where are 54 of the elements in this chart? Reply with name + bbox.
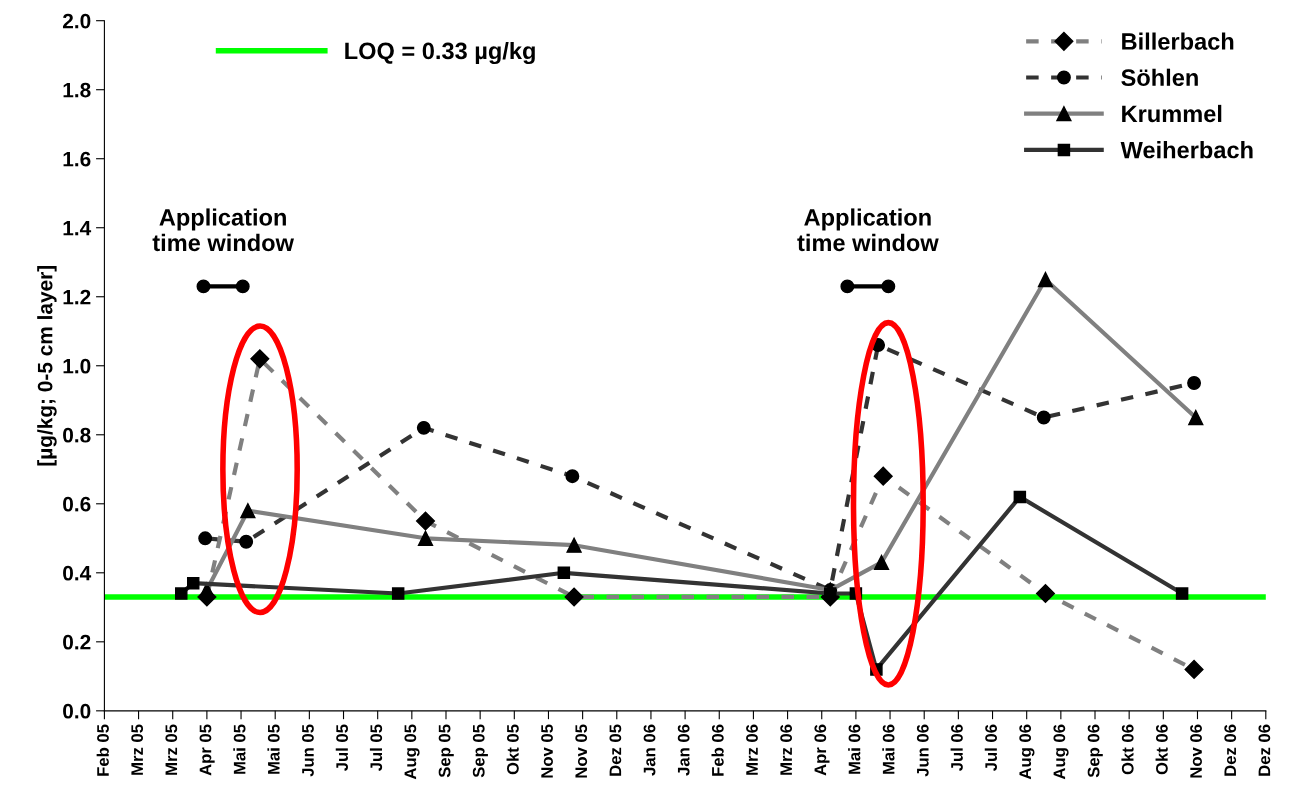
x-tick-label: Mrz 06 <box>780 724 793 775</box>
y-tick-label: 2.0 <box>62 13 91 29</box>
x-tick-label: Sep 05 <box>472 724 488 778</box>
x-tick-label: Jul 05 <box>335 724 348 772</box>
annotation: Application time window <box>797 208 939 252</box>
x-tick-label: Okt 06 <box>1155 724 1168 775</box>
annotation: Application time window <box>152 208 294 252</box>
x-tick-label: Jun 06 <box>916 724 929 777</box>
x-tick-label: Aug 06 <box>1019 724 1035 780</box>
y-tick-label: 0.0 <box>63 703 91 719</box>
x-tick-label: Mai 06 <box>882 724 895 774</box>
y-axis-title: [µg/kg; 0-5 cm layer] <box>37 265 57 466</box>
x-tick-label: Dez 06 <box>1258 724 1271 776</box>
legend-label: Söhlen <box>1121 68 1198 87</box>
x-tick-label: Feb 05 <box>96 724 109 776</box>
y-tick-label: 1.2 <box>63 289 91 305</box>
x-tick-label: Aug 06 <box>1053 724 1069 780</box>
x-tick-label: Nov 05 <box>575 724 588 778</box>
x-tick-label: Mrz 05 <box>131 724 144 775</box>
x-tick-label: Dez 06 <box>1224 724 1237 776</box>
x-tick-label: Jun 05 <box>302 724 314 777</box>
x-tick-label: Mrz 05 <box>165 724 178 775</box>
x-tick-label: Aug 05 <box>404 724 420 780</box>
x-tick-label: Mai 06 <box>848 724 861 774</box>
x-tick-label: Apr 05 <box>199 724 215 776</box>
legend-label: Billerbach <box>1122 32 1234 50</box>
x-tick-label: Jul 06 <box>950 724 963 772</box>
x-tick-label: Sep 06 <box>1087 724 1103 778</box>
y-tick-label: 0.2 <box>63 634 91 650</box>
legend-label: Krummel <box>1122 104 1222 123</box>
x-tick-label: Mai 05 <box>233 724 246 774</box>
x-tick-label: Jan 06 <box>643 724 656 776</box>
x-tick-label: Mrz 06 <box>746 724 758 775</box>
x-tick-label: Feb 06 <box>711 724 724 776</box>
x-tick-label: Okt 05 <box>506 724 519 775</box>
legend-label: LOQ = 0.33 µg/kg <box>345 41 535 65</box>
x-tick-label: Okt 06 <box>1121 724 1134 775</box>
legend-label: Weiherbach <box>1120 141 1253 159</box>
x-tick-label: Mai 05 <box>267 724 280 774</box>
x-tick-label: Nov 06 <box>1190 724 1202 778</box>
y-tick-label: 1.6 <box>63 151 91 167</box>
y-tick-label: 0.8 <box>63 427 91 443</box>
x-tick-label: Apr 06 <box>814 724 830 776</box>
y-tick-label: 0.4 <box>63 565 92 581</box>
x-tick-label: Nov 05 <box>541 724 553 778</box>
x-tick-label: Sep 05 <box>438 724 454 778</box>
x-tick-label: Jul 05 <box>369 724 383 772</box>
y-tick-label: 1.4 <box>63 220 92 236</box>
y-tick-label: 1.0 <box>63 358 91 374</box>
x-tick-label: Jul 06 <box>984 724 997 772</box>
x-tick-label: Jan 06 <box>677 724 690 776</box>
y-tick-label: 1.8 <box>63 82 91 98</box>
x-tick-label: Dez 05 <box>609 724 622 776</box>
y-tick-label: 0.6 <box>63 496 91 512</box>
